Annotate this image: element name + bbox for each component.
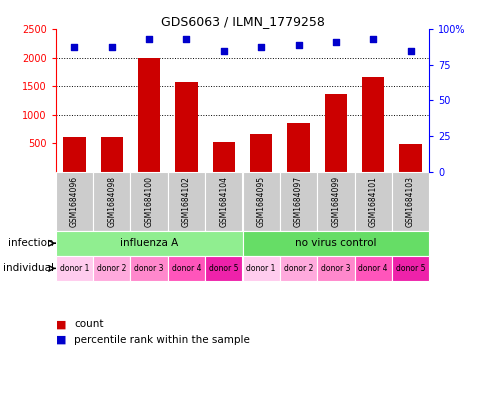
Point bbox=[145, 36, 153, 42]
Point bbox=[294, 42, 302, 48]
Bar bbox=[354, 171, 391, 231]
Point bbox=[406, 48, 413, 54]
Text: donor 1: donor 1 bbox=[60, 264, 89, 273]
Point bbox=[369, 36, 377, 42]
Bar bbox=[317, 171, 354, 231]
Bar bbox=[354, 256, 391, 281]
Text: GSM1684104: GSM1684104 bbox=[219, 176, 228, 227]
Bar bbox=[205, 256, 242, 281]
Bar bbox=[167, 256, 205, 281]
Text: ■: ■ bbox=[56, 319, 66, 329]
Bar bbox=[56, 231, 242, 256]
Text: donor 4: donor 4 bbox=[358, 264, 387, 273]
Bar bbox=[93, 256, 130, 281]
Text: donor 4: donor 4 bbox=[171, 264, 201, 273]
Text: GSM1684096: GSM1684096 bbox=[70, 176, 79, 227]
Bar bbox=[242, 171, 279, 231]
Title: GDS6063 / ILMN_1779258: GDS6063 / ILMN_1779258 bbox=[160, 15, 324, 28]
Bar bbox=[279, 171, 317, 231]
Bar bbox=[287, 123, 309, 171]
Bar bbox=[279, 256, 317, 281]
Point bbox=[331, 39, 339, 46]
Bar bbox=[317, 256, 354, 281]
Text: GSM1684101: GSM1684101 bbox=[368, 176, 377, 226]
Point bbox=[257, 43, 265, 50]
Text: donor 5: donor 5 bbox=[209, 264, 238, 273]
Point bbox=[107, 43, 115, 50]
Bar bbox=[212, 142, 235, 171]
Bar bbox=[249, 134, 272, 171]
Bar bbox=[56, 171, 93, 231]
Bar bbox=[130, 256, 167, 281]
Bar bbox=[167, 171, 205, 231]
Text: donor 3: donor 3 bbox=[320, 264, 350, 273]
Bar bbox=[242, 256, 279, 281]
Point bbox=[182, 36, 190, 42]
Text: GSM1684095: GSM1684095 bbox=[256, 176, 265, 227]
Bar bbox=[324, 94, 347, 171]
Bar bbox=[93, 171, 130, 231]
Bar bbox=[242, 231, 428, 256]
Text: GSM1684097: GSM1684097 bbox=[293, 176, 302, 227]
Text: individual: individual bbox=[3, 263, 54, 274]
Bar bbox=[175, 82, 197, 171]
Text: ■: ■ bbox=[56, 335, 66, 345]
Text: GSM1684099: GSM1684099 bbox=[331, 176, 340, 227]
Bar bbox=[398, 144, 421, 171]
Text: GSM1684100: GSM1684100 bbox=[144, 176, 153, 227]
Text: no virus control: no virus control bbox=[294, 238, 376, 248]
Bar bbox=[137, 58, 160, 171]
Text: donor 2: donor 2 bbox=[97, 264, 126, 273]
Text: GSM1684102: GSM1684102 bbox=[182, 176, 191, 226]
Text: donor 3: donor 3 bbox=[134, 264, 164, 273]
Text: influenza A: influenza A bbox=[120, 238, 178, 248]
Bar bbox=[391, 171, 428, 231]
Text: donor 5: donor 5 bbox=[395, 264, 424, 273]
Text: count: count bbox=[74, 319, 104, 329]
Text: percentile rank within the sample: percentile rank within the sample bbox=[74, 335, 250, 345]
Text: GSM1684103: GSM1684103 bbox=[405, 176, 414, 227]
Text: donor 2: donor 2 bbox=[283, 264, 313, 273]
Bar bbox=[205, 171, 242, 231]
Text: GSM1684098: GSM1684098 bbox=[107, 176, 116, 227]
Bar bbox=[130, 171, 167, 231]
Bar bbox=[100, 138, 123, 171]
Bar bbox=[391, 256, 428, 281]
Point bbox=[71, 43, 78, 50]
Text: donor 1: donor 1 bbox=[246, 264, 275, 273]
Bar bbox=[361, 77, 384, 171]
Text: infection: infection bbox=[8, 238, 54, 248]
Bar bbox=[56, 256, 93, 281]
Point bbox=[219, 48, 227, 54]
Bar bbox=[63, 138, 86, 171]
